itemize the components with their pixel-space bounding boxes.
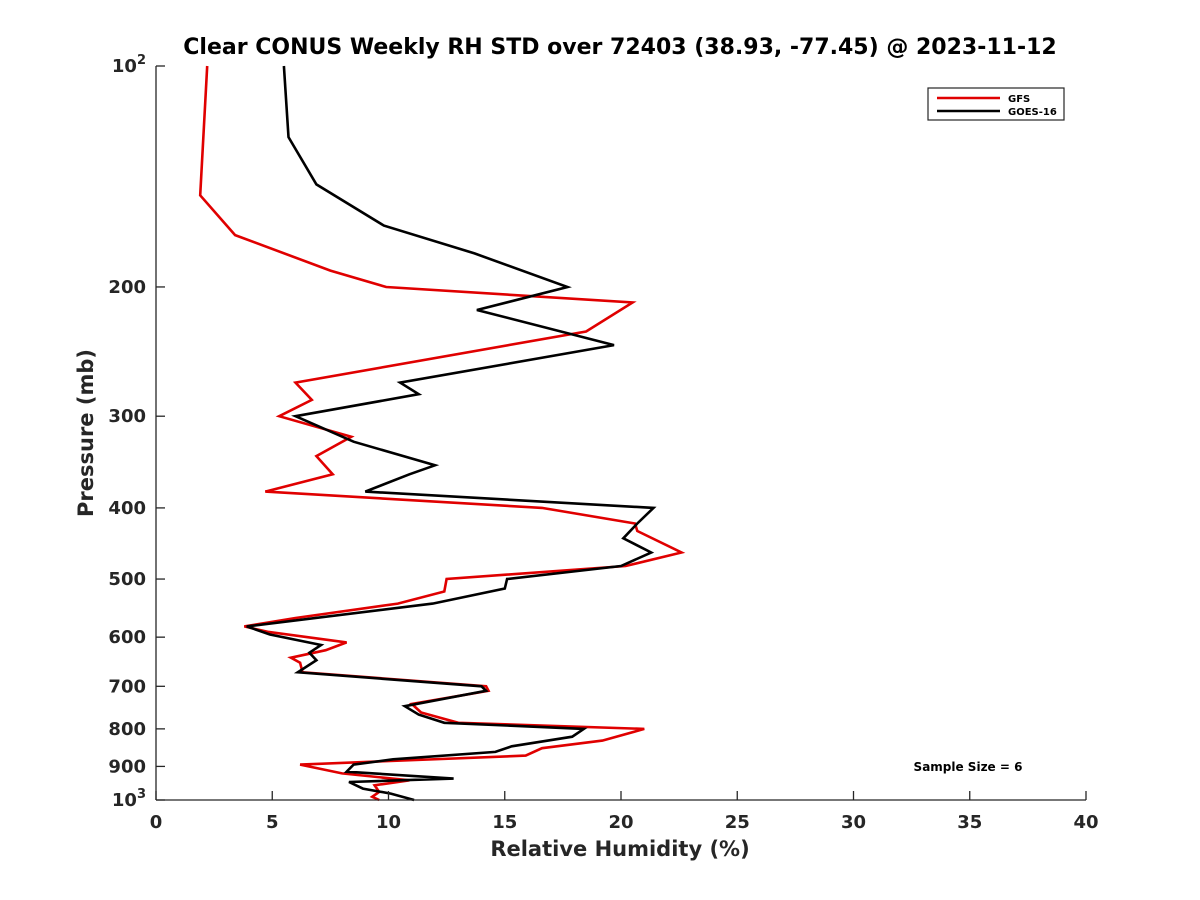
axes: 0 5 10 15 20 25 30 35 40 102 200 300 400 500 600 700 800… [108, 53, 1098, 833]
legend: GFS GOES-16 [927, 87, 1065, 121]
y-tick-label: 600 [108, 627, 146, 648]
x-tick-label: 30 [841, 812, 866, 833]
x-tick-label: 15 [492, 812, 517, 833]
x-tick-label: 35 [957, 812, 982, 833]
series-line-goes-16 [246, 65, 657, 802]
title-layer: Clear CONUS Weekly RH STD over 72403 (38… [183, 35, 1056, 60]
y-tick-label: 103 [112, 787, 146, 811]
plot-area [198, 65, 686, 802]
y-tick-label: 300 [108, 406, 146, 427]
y-tick-label: 800 [108, 719, 146, 740]
chart-title: Clear CONUS Weekly RH STD over 72403 (38… [183, 35, 1056, 60]
y-tick-label: 700 [108, 676, 146, 697]
y-tick-label: 500 [108, 569, 146, 590]
x-tick-label: 25 [725, 812, 750, 833]
y-tick-label: 400 [108, 498, 146, 519]
x-tick-label: 20 [608, 812, 633, 833]
x-tick-label: 40 [1073, 812, 1098, 833]
legend-label: GFS [1008, 94, 1030, 105]
legend-box [927, 87, 1065, 121]
x-axis-title: Relative Humidity (%) [490, 837, 749, 861]
sample-size-annotation: Sample Size = 6 [914, 760, 1023, 774]
y-tick-label: 200 [108, 277, 146, 298]
legend-label: GOES-16 [1008, 107, 1057, 118]
x-tick-label: 5 [266, 812, 279, 833]
x-tick-label: 0 [150, 812, 163, 833]
series-line-gfs [198, 65, 686, 802]
y-tick-label: 900 [108, 756, 146, 777]
y-tick-label: 102 [112, 53, 146, 77]
x-tick-label: 10 [376, 812, 401, 833]
y-axis-title: Pressure (mb) [74, 349, 98, 517]
